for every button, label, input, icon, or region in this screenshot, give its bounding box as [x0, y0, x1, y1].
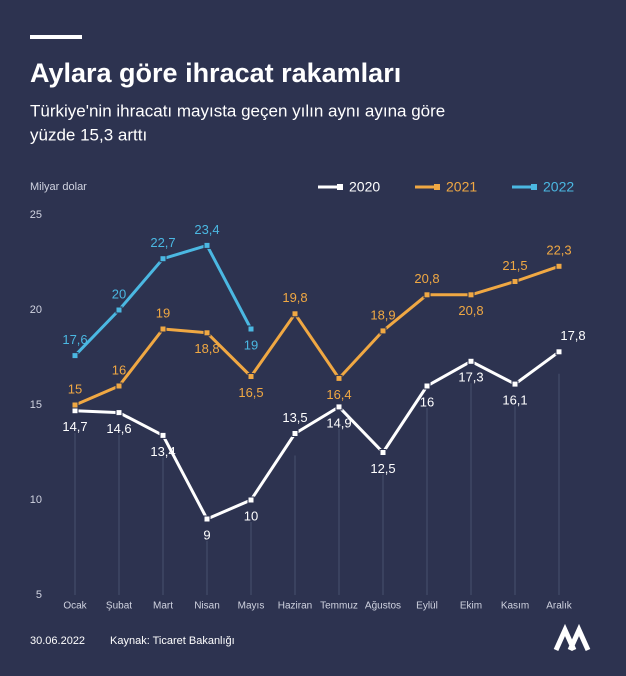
y-axis-label: Milyar dolar: [30, 181, 87, 193]
value-label: 20,8: [414, 271, 439, 286]
x-tick-label: Mayıs: [238, 601, 265, 612]
value-label: 13,4: [150, 444, 175, 459]
legend-marker: [434, 184, 440, 190]
legend-item: 2021: [415, 179, 477, 195]
point-marker: [247, 325, 255, 333]
x-tick-label: Ekim: [460, 601, 482, 612]
legend-marker: [337, 184, 343, 190]
legend-item: 2022: [512, 179, 574, 195]
value-label: 19,8: [282, 290, 307, 305]
value-label: 10: [244, 508, 258, 523]
point-marker: [379, 449, 387, 456]
point-marker: [467, 291, 475, 299]
legend-item: 2020: [318, 179, 380, 195]
point-marker: [511, 278, 519, 285]
logo: [553, 623, 591, 652]
value-label: 16,5: [238, 385, 263, 400]
value-label: 16,4: [326, 387, 351, 402]
x-tick-label: Mart: [153, 601, 173, 612]
point-marker: [159, 431, 167, 439]
value-label: 20,8: [458, 303, 483, 318]
point-marker: [159, 255, 167, 263]
source: Kaynak: Ticaret Bakanlığı: [110, 635, 235, 647]
series-line: [74, 264, 560, 407]
x-tick-label: Ocak: [63, 601, 87, 612]
x-tick-label: Şubat: [106, 601, 132, 612]
value-label: 21,5: [502, 258, 527, 273]
point-marker: [247, 373, 255, 380]
legend-label: 2022: [543, 179, 574, 195]
x-tick-label: Kasım: [501, 601, 529, 612]
y-tick-label: 20: [30, 304, 42, 316]
value-label: 18,8: [194, 341, 219, 356]
point-marker: [335, 403, 343, 411]
value-label: 14,7: [62, 419, 87, 434]
y-tick-label: 5: [36, 589, 42, 601]
y-tick-label: 25: [30, 209, 42, 221]
value-label: 22,3: [546, 243, 571, 258]
point-marker: [159, 325, 167, 333]
point-marker: [71, 401, 79, 409]
value-label: 19: [156, 305, 170, 320]
value-label: 17,8: [560, 328, 585, 343]
value-label: 22,7: [150, 235, 175, 250]
point-marker: [423, 382, 431, 390]
value-label: 17,3: [458, 370, 483, 385]
value-label: 17,6: [62, 332, 87, 347]
point-marker: [379, 327, 387, 335]
y-tick-label: 10: [30, 494, 42, 506]
subtitle: yüzde 15,3 arttı: [30, 125, 147, 144]
legend-marker: [531, 184, 537, 190]
logo-shape: [553, 623, 591, 652]
point-marker: [71, 407, 79, 415]
point-marker: [291, 430, 299, 437]
value-label: 23,4: [194, 222, 219, 237]
chart-title: Aylara göre ihracat rakamları: [30, 58, 401, 88]
value-label: 20: [112, 286, 126, 301]
accent-bar: [30, 35, 82, 39]
point-marker: [291, 310, 299, 318]
subtitle: Türkiye'nin ihracatı mayısta geçen yılın…: [30, 101, 445, 120]
x-tick-label: Aralık: [546, 601, 573, 612]
value-label: 13,5: [282, 410, 307, 425]
x-tick-label: Ağustos: [365, 601, 401, 612]
value-label: 19: [244, 337, 258, 352]
value-label: 9: [203, 527, 210, 542]
point-marker: [115, 382, 123, 390]
point-marker: [555, 262, 563, 270]
y-tick-label: 15: [30, 399, 42, 411]
legend-label: 2021: [446, 179, 477, 195]
x-tick-label: Nisan: [194, 601, 220, 612]
value-label: 12,5: [370, 461, 395, 476]
point-marker: [467, 357, 475, 365]
point-marker: [423, 291, 431, 299]
point-marker: [71, 352, 79, 360]
point-marker: [247, 496, 255, 504]
point-marker: [115, 409, 123, 417]
date: 30.06.2022: [30, 635, 85, 647]
point-marker: [203, 241, 211, 249]
point-marker: [335, 374, 343, 382]
value-label: 18,9: [370, 307, 395, 322]
series-line: [74, 350, 560, 521]
x-tick-label: Temmuz: [320, 601, 358, 612]
value-label: 16,1: [502, 393, 527, 408]
point-marker: [555, 348, 563, 356]
value-label: 15: [68, 381, 82, 396]
x-tick-label: Haziran: [278, 601, 312, 612]
point-marker: [203, 515, 211, 523]
point-marker: [511, 380, 519, 388]
value-label: 14,6: [106, 421, 131, 436]
value-label: 16: [112, 362, 126, 377]
x-tick-label: Eylül: [416, 601, 438, 612]
point-marker: [203, 329, 211, 337]
value-label: 14,9: [326, 415, 351, 430]
legend-label: 2020: [349, 179, 380, 195]
point-marker: [115, 306, 123, 314]
value-label: 16: [420, 394, 434, 409]
